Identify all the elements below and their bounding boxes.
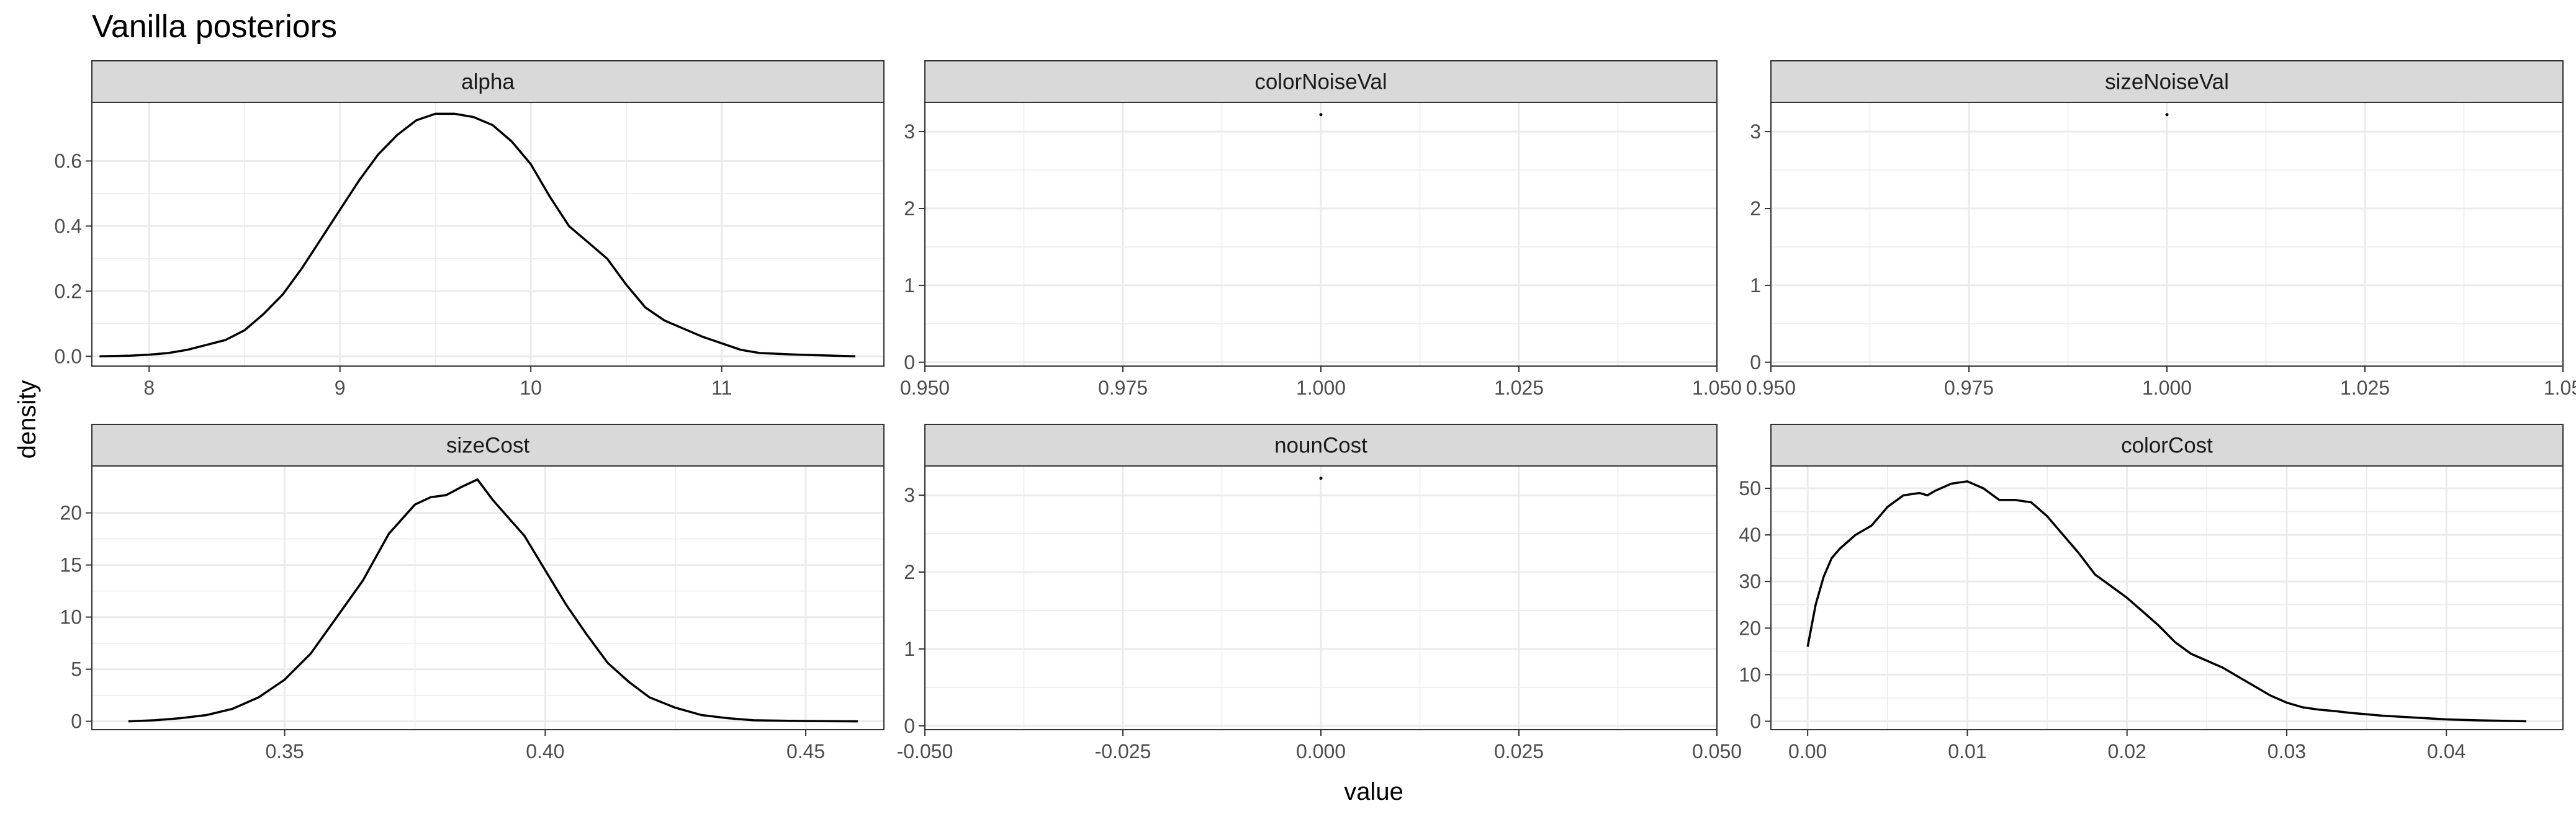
y-tick-label: 0.2 [55,280,82,302]
y-tick-label: 3 [904,484,915,506]
x-tick-label: 0.950 [900,377,950,399]
x-tick-label: 0.000 [1296,740,1346,763]
y-tick-label: 2 [1750,197,1761,220]
x-tick-label: 1.050 [1692,377,1742,399]
facet-strip [924,60,1718,103]
facet-panel-sizeNoiseVal: sizeNoiseVal 0.950 0.975 1.000 1.025 1.05 0 1 2 3 [1746,60,2576,399]
y-tick-label: 20 [60,502,82,524]
x-tick-label: 1.000 [1296,377,1346,399]
y-tick-label: 40 [1739,524,1761,546]
y-tick-label: 0.0 [55,345,82,367]
x-tick-label: 0.04 [2427,740,2466,763]
y-tick-label: 10 [1739,663,1761,686]
y-tick-label: 15 [60,554,82,576]
y-tick-label: 30 [1739,570,1761,593]
panel-border [91,465,885,730]
y-tick-label: 0 [904,715,915,737]
y-tick-label: 0 [1750,710,1761,732]
density-line [99,112,855,358]
x-tick-label: 1.05 [2544,377,2576,399]
facet-strip [1770,424,2564,467]
y-tick-label: 3 [904,120,915,143]
facet-panel-alpha: alpha 8 9 10 11 0.0 0.2 0.4 0.6 [55,60,885,399]
facet-panel-sizeCost: sizeCost 0.35 0.40 0.45 0 5 10 15 20 [60,424,885,763]
y-tick-label: 1 [904,274,915,297]
y-tick-label: 0.6 [55,150,82,172]
x-tick-label: 11 [711,377,732,399]
facet-strip-label: colorNoiseVal [1254,70,1387,94]
y-tick-label: 50 [1739,477,1761,499]
x-tick-label: 0.03 [2268,740,2306,763]
facet-strip [924,424,1718,467]
y-axis-title: density [14,380,41,459]
x-tick-label: 0.950 [1746,377,1796,399]
y-tick-label: 3 [1750,120,1761,143]
x-tick-label: 0.02 [2108,740,2146,763]
x-tick-label: 10 [520,377,542,399]
y-tick-label: 2 [904,561,915,583]
y-tick-label: 10 [60,606,82,629]
y-tick-label: 0 [904,351,915,374]
facet-strip-label: alpha [461,70,515,94]
facet-panel-colorNoiseVal: colorNoiseVal 0.950 0.975 1.000 1.025 1.050 0 1… [900,60,1742,399]
x-tick-label: 0.00 [1788,740,1827,763]
facet-strip [91,60,885,103]
x-tick-label: 0.025 [1494,740,1544,763]
x-tick-label: 8 [143,377,155,399]
y-tick-label: 1 [904,638,915,660]
x-tick-label: 0.35 [265,740,304,763]
y-tick-label: 5 [71,658,82,681]
density-point [2165,113,2169,117]
density-line [1806,480,2526,723]
x-axis-title: value [1344,778,1403,805]
facet-strip-label: colorCost [2121,434,2213,458]
x-tick-label: 0.01 [1948,740,1986,763]
density-line [128,478,858,723]
x-tick-label: 1.025 [1494,377,1544,399]
y-tick-label: 1 [1750,274,1761,297]
panel-background [92,102,884,366]
facet-panel-colorCost: colorCost 0.00 0.01 0.02 0.03 0.04 0 10 20 30 40 50 [1739,424,2564,763]
density-point [1319,477,1323,480]
x-tick-label: 1.000 [2142,377,2192,399]
x-tick-label: 0.975 [1944,377,1994,399]
x-tick-label: -0.025 [1095,740,1151,763]
y-tick-label: 0.4 [55,215,82,237]
facet-panel-nounCost: nounCost -0.050 -0.025 0.000 0.025 0.050 0 1 2 3 [897,424,1742,763]
y-tick-label: 20 [1739,617,1761,639]
facet-strip [91,424,885,467]
x-tick-label: 0.40 [526,740,564,763]
facet-strip [1770,60,2564,103]
y-tick-label: 2 [904,197,915,220]
x-tick-label: -0.050 [897,740,953,763]
facet-strip-label: nounCost [1274,434,1367,458]
facet-strip-label: sizeCost [446,434,529,458]
y-tick-label: 0 [1750,351,1761,374]
panel-border [1770,465,2564,730]
panel-background [1771,466,2563,730]
y-tick-label: 0 [71,710,82,733]
chart-title: Vanilla posteriors [92,9,337,45]
x-tick-label: 0.45 [786,740,825,763]
facet-strip-label: sizeNoiseVal [2105,70,2229,94]
density-point [1319,113,1323,117]
x-tick-label: 0.050 [1692,740,1742,763]
x-tick-label: 1.025 [2340,377,2390,399]
x-tick-label: 0.975 [1098,377,1148,399]
panel-border [91,102,885,367]
panel-background [92,466,884,730]
x-tick-label: 9 [335,377,346,399]
